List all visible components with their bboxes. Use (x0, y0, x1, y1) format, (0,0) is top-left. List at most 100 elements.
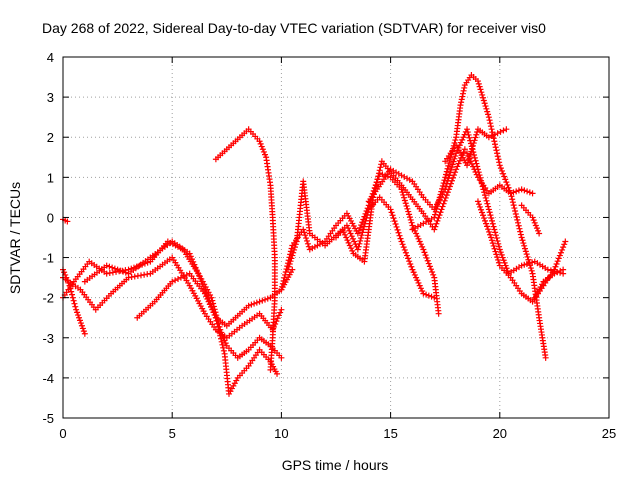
data-point-marker (305, 243, 312, 250)
data-point-marker (487, 231, 494, 238)
data-point-marker (466, 155, 473, 162)
data-point-marker (464, 162, 471, 169)
data-point-marker (435, 200, 442, 207)
data-point-marker (120, 268, 127, 275)
data-point-marker (527, 262, 534, 269)
data-point-marker (492, 141, 499, 148)
data-point-marker (282, 271, 289, 278)
data-point-marker (530, 217, 537, 224)
data-point-marker (194, 269, 201, 276)
data-point-marker (494, 237, 501, 244)
data-point-marker (274, 370, 281, 377)
data-point-marker (560, 266, 567, 273)
data-point-marker (357, 237, 364, 244)
data-point-marker (557, 249, 564, 256)
data-point-marker (364, 209, 371, 216)
data-point-marker (375, 170, 382, 177)
data-point-marker (76, 314, 83, 321)
data-point-marker (461, 84, 468, 91)
data-point-marker (500, 257, 507, 264)
data-point-marker (531, 219, 538, 226)
data-point-marker (220, 344, 227, 351)
data-point-marker (488, 126, 495, 133)
data-point-marker (304, 240, 311, 247)
data-point-marker (460, 134, 467, 141)
data-point-marker (349, 235, 356, 242)
data-point-marker (423, 291, 430, 298)
data-point-marker (302, 232, 309, 239)
y-tick-label: -4 (42, 371, 54, 386)
grid-lines (63, 57, 609, 418)
data-point-marker (439, 182, 446, 189)
data-point-marker (410, 269, 417, 276)
data-point-marker (387, 206, 394, 213)
data-point-marker (481, 192, 488, 199)
data-point-marker (560, 244, 567, 251)
data-point-marker (513, 213, 520, 220)
data-point-marker (349, 247, 356, 254)
data-point-marker (277, 309, 284, 316)
data-point-marker (444, 165, 451, 172)
y-tick-label: -3 (42, 331, 54, 346)
data-point-marker (415, 279, 422, 286)
data-point-marker (485, 226, 492, 233)
data-point-marker (374, 176, 381, 183)
data-point-marker (434, 217, 441, 224)
data-point-marker (358, 232, 365, 239)
data-point-marker (217, 335, 224, 342)
data-point-marker (78, 322, 85, 329)
data-point-marker (485, 203, 492, 210)
data-point-marker (355, 227, 362, 234)
data-point-marker (458, 99, 465, 106)
data-point-marker (467, 158, 474, 165)
data-point-marker (561, 241, 568, 248)
data-point-marker (377, 164, 384, 171)
data-point-marker (114, 266, 121, 273)
data-point-marker (522, 245, 528, 252)
data-point-marker (529, 214, 536, 221)
data-point-marker (520, 240, 527, 247)
data-point-marker (484, 223, 491, 230)
data-point-marker (398, 238, 405, 245)
data-point-marker (275, 312, 282, 319)
data-point-marker (461, 146, 468, 153)
data-point-marker (494, 150, 501, 157)
data-point-marker (192, 264, 199, 271)
data-point-marker (446, 172, 453, 179)
data-point-marker (518, 186, 525, 193)
data-point-marker (439, 185, 446, 192)
data-point-marker (169, 278, 176, 285)
data-point-marker (180, 273, 187, 280)
data-point-marker (500, 127, 507, 134)
data-point-marker (80, 328, 87, 335)
data-point-marker (513, 188, 520, 195)
data-point-marker (474, 78, 481, 85)
data-point-marker (488, 234, 495, 241)
data-point-marker (421, 249, 428, 256)
data-point-marker (416, 282, 423, 289)
data-point-marker (471, 154, 478, 161)
data-point-marker (457, 102, 464, 109)
series-track-7 (212, 126, 278, 373)
data-point-marker (72, 303, 79, 310)
data-point-marker (109, 264, 116, 271)
data-point-marker (489, 217, 495, 224)
data-point-marker (478, 209, 485, 216)
axis-ticks: 0 5 10 15 20 25 -5 -4 -3 -2 -1 0 1 2 3 4 (42, 50, 616, 441)
data-point-marker (196, 272, 203, 279)
series-track-5 (81, 238, 296, 329)
data-point-marker (373, 182, 380, 189)
data-point-marker (450, 158, 457, 165)
data-point-marker (262, 151, 269, 158)
data-point-marker (362, 217, 369, 224)
data-point-marker (464, 129, 471, 136)
series-track-11 (365, 126, 567, 277)
data-point-marker (518, 234, 525, 241)
data-point-marker (488, 132, 495, 139)
data-point-marker (259, 297, 266, 304)
data-point-marker (75, 312, 82, 319)
data-point-marker (494, 130, 501, 137)
data-point-marker (287, 258, 294, 265)
data-point-marker (264, 295, 271, 302)
data-point-marker (514, 216, 521, 223)
